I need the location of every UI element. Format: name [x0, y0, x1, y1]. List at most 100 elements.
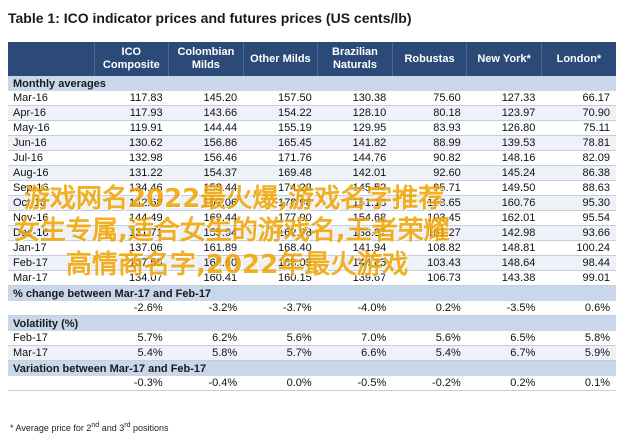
table-cell: 88.63 [541, 180, 616, 196]
table-cell: 108.82 [392, 240, 467, 256]
table-cell: 177.90 [243, 210, 318, 226]
table-cell: 148.64 [466, 255, 542, 271]
table-cell: 88.99 [392, 135, 467, 151]
table-cell: 86.38 [541, 165, 616, 181]
table-cell: 0.2% [392, 301, 467, 316]
row-label: Feb-17 [8, 331, 95, 346]
table-cell: -0.2% [392, 376, 467, 391]
column-header: Brazilian Naturals [317, 42, 393, 76]
table-cell: 117.93 [94, 105, 169, 121]
footnote-first-sup: nd [91, 422, 100, 429]
table-cell: 144.76 [317, 150, 393, 166]
footnote-prefix: * Average price for [10, 423, 87, 433]
table-cell: 95.30 [541, 195, 616, 211]
row-label: Feb-17 [8, 255, 95, 271]
table-cell: -2.6% [94, 301, 169, 316]
table-cell: 137.06 [94, 240, 169, 256]
table-cell: 149.50 [466, 180, 542, 196]
column-header: London* [540, 42, 616, 76]
table-cell: 92.60 [392, 165, 467, 181]
table-cell: 103.45 [392, 210, 467, 226]
table-row: Feb-17 5.7% 6.2% 5.6% 7.0% 5.6% 6.5% 5.8% [8, 331, 616, 346]
table-cell: 143.66 [168, 105, 244, 121]
table-cell: 128.10 [317, 105, 393, 121]
row-label [8, 301, 95, 316]
table-cell: 5.4% [94, 345, 169, 361]
table-cell: 103.43 [392, 255, 467, 271]
table-cell: 160.41 [168, 270, 244, 286]
row-label: Mar-17 [8, 270, 95, 286]
footnote-second-sup: rd [124, 422, 131, 429]
table-cell: 154.37 [168, 165, 244, 181]
column-header [8, 42, 95, 76]
table-row: Mar-17 5.4% 5.8% 5.7% 6.6% 5.4% 6.7% 5.9% [8, 345, 616, 361]
table-cell: 144.49 [94, 210, 169, 226]
row-label: Jul-16 [8, 150, 95, 166]
table-cell: 126.80 [466, 120, 542, 136]
table-cell: 80.18 [392, 105, 467, 121]
table-cell: 6.5% [466, 331, 542, 346]
row-label: Mar-16 [8, 91, 95, 106]
table-cell: 138.27 [317, 225, 393, 241]
table-row: Jun-16 130.62 156.86 165.45 141.82 88.99 139.5… [8, 135, 616, 151]
footnote: * Average price for 2nd and 3rd position… [10, 422, 169, 433]
table-cell: 6.7% [466, 345, 542, 361]
table-cell: 134.46 [94, 180, 169, 196]
table-cell: 162.01 [466, 210, 542, 226]
section-label: Variation between Mar-17 and Feb-17 [8, 360, 616, 376]
column-header: ICO Composite [93, 42, 169, 76]
row-label: Sep-16 [8, 180, 95, 196]
table-cell: 129.95 [317, 120, 393, 136]
column-header: Other Milds [242, 42, 318, 76]
table-row: Jul-16 132.98 156.46 171.76 144.76 90.82 148.1… [8, 150, 616, 166]
footnote-second: 3 [119, 423, 125, 433]
row-label: Apr-16 [8, 105, 95, 121]
table-cell: 131.71 [94, 225, 169, 241]
table-cell: 162.38 [243, 225, 318, 241]
table-cell: 98.44 [541, 255, 616, 271]
row-label: Oct-16 [8, 195, 95, 211]
table-cell: 160.15 [243, 270, 318, 286]
table-cell: 142.01 [317, 165, 393, 181]
row-label: Jun-16 [8, 135, 95, 151]
table-cell: -0.5% [317, 376, 393, 391]
table-cell: 142.98 [466, 225, 542, 241]
table-row: Aug-16 131.22 154.37 169.48 142.01 92.60 145.2… [8, 165, 616, 181]
table-cell: 154.68 [317, 210, 393, 226]
table-body: Monthly averages Mar-16 117.83 145.20 157.50… [8, 76, 616, 391]
table-cell: 137.59 [94, 255, 169, 271]
table-cell: 131.22 [94, 165, 169, 181]
section-header-row: % change between Mar-17 and Feb-17 [8, 285, 616, 301]
table-cell: 155.19 [243, 120, 318, 136]
table-cell: 127.33 [466, 91, 542, 106]
table-cell: 132.98 [94, 150, 169, 166]
row-label: May-16 [8, 120, 95, 136]
footnote-first: 2 [86, 423, 92, 433]
table-cell: 5.7% [94, 331, 169, 346]
watermark-line-3: 高情商名字,2022年最火游戏 [66, 250, 409, 280]
table-cell: 157.50 [243, 91, 318, 106]
table-cell: 158.44 [168, 180, 244, 196]
table-cell: 95.71 [392, 180, 467, 196]
table-cell: 130.62 [94, 135, 169, 151]
ico-price-table: ICO Composite Colombian Milds Other Mild… [8, 42, 616, 391]
table-cell: 145.24 [466, 165, 542, 181]
row-label: Nov-16 [8, 210, 95, 226]
table-cell: 151.18 [317, 195, 393, 211]
section-label: Volatility (%) [8, 315, 616, 331]
table-row: May-16 119.91 144.44 155.19 129.95 83.93 126.8… [8, 120, 616, 136]
table-cell: 66.17 [541, 91, 616, 106]
table-cell: 141.94 [317, 240, 393, 256]
table-cell: 168.40 [243, 240, 318, 256]
table-cell: 83.93 [392, 120, 467, 136]
table-row: Nov-16 144.49 169.44 177.90 154.68 103.45 162.… [8, 210, 616, 226]
table-cell: 93.66 [541, 225, 616, 241]
table-cell: 156.86 [168, 135, 244, 151]
footnote-middle: and [99, 423, 120, 433]
table-cell: 165.45 [243, 135, 318, 151]
table-cell: 171.76 [243, 150, 318, 166]
table-cell: 70.90 [541, 105, 616, 121]
table-row: Apr-16 117.93 143.66 154.22 128.10 80.18 123.9… [8, 105, 616, 121]
table-cell: 148.81 [466, 240, 542, 256]
table-cell: 178.96 [243, 195, 318, 211]
